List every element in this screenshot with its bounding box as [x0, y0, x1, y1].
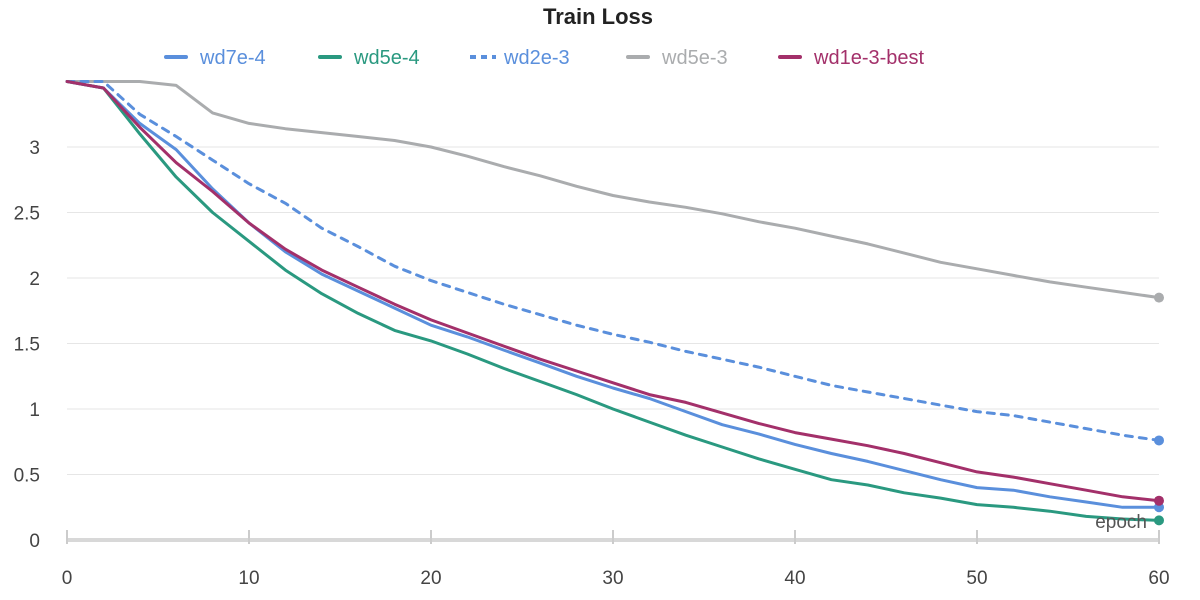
- y-tick-label: 1.5: [14, 335, 40, 356]
- series-lines: [65, 80, 1164, 526]
- x-tick-label: 20: [420, 568, 441, 589]
- legend-label: wd5e-4: [353, 47, 420, 69]
- grid-lines: [67, 146, 1159, 475]
- chart-title: Train Loss: [543, 4, 653, 29]
- series-endpoint-wd2e-3: [1154, 435, 1164, 446]
- legend-label: wd7e-4: [199, 47, 266, 69]
- y-tick-label: 0.5: [14, 466, 40, 487]
- legend-item-wd1e-3-best[interactable]: wd1e-3-best: [778, 47, 925, 69]
- series-line-wd5e-3: [65, 80, 1161, 300]
- x-tick-label: 50: [966, 568, 987, 589]
- x-tick-label: 10: [238, 568, 259, 589]
- y-axis-ticks: 0 0.5 1 1.5 2 2.5 3: [14, 138, 40, 552]
- legend-item-wd5e-3[interactable]: wd5e-3: [626, 47, 728, 69]
- legend-label: wd1e-3-best: [813, 47, 925, 69]
- series-endpoint-wd5e-3: [1154, 292, 1164, 303]
- legend[interactable]: wd7e-4 wd5e-4 wd2e-3 wd5e-3 wd1e-3-best: [164, 47, 925, 69]
- y-tick-label: 3: [29, 138, 40, 159]
- series-line-wd5e-4: [65, 80, 1161, 522]
- legend-item-wd5e-4[interactable]: wd5e-4: [318, 47, 420, 69]
- x-tick-label: 60: [1148, 568, 1169, 589]
- y-tick-label: 0: [29, 531, 40, 552]
- x-axis: 0 10 20 30 40 50 60: [62, 530, 1170, 589]
- series-endpoint-wd1e-3-best: [1154, 495, 1164, 506]
- x-tick-label: 0: [62, 568, 73, 589]
- x-axis-label: epoch: [1095, 512, 1147, 533]
- series-endpoint-wd5e-4: [1154, 515, 1164, 526]
- series-line-wd1e-3-best: [65, 80, 1161, 503]
- legend-item-wd7e-4[interactable]: wd7e-4: [164, 47, 266, 69]
- x-tick-label: 30: [602, 568, 623, 589]
- y-tick-label: 2: [29, 269, 40, 290]
- legend-label: wd5e-3: [661, 47, 728, 69]
- series-line-wd7e-4: [65, 80, 1161, 509]
- x-tick-label: 40: [784, 568, 805, 589]
- series-line-wd2e-3: [65, 80, 1161, 442]
- legend-item-wd2e-3[interactable]: wd2e-3: [470, 47, 570, 69]
- y-tick-label: 1: [29, 400, 40, 421]
- legend-label: wd2e-3: [503, 47, 570, 69]
- y-tick-label: 2.5: [14, 204, 40, 225]
